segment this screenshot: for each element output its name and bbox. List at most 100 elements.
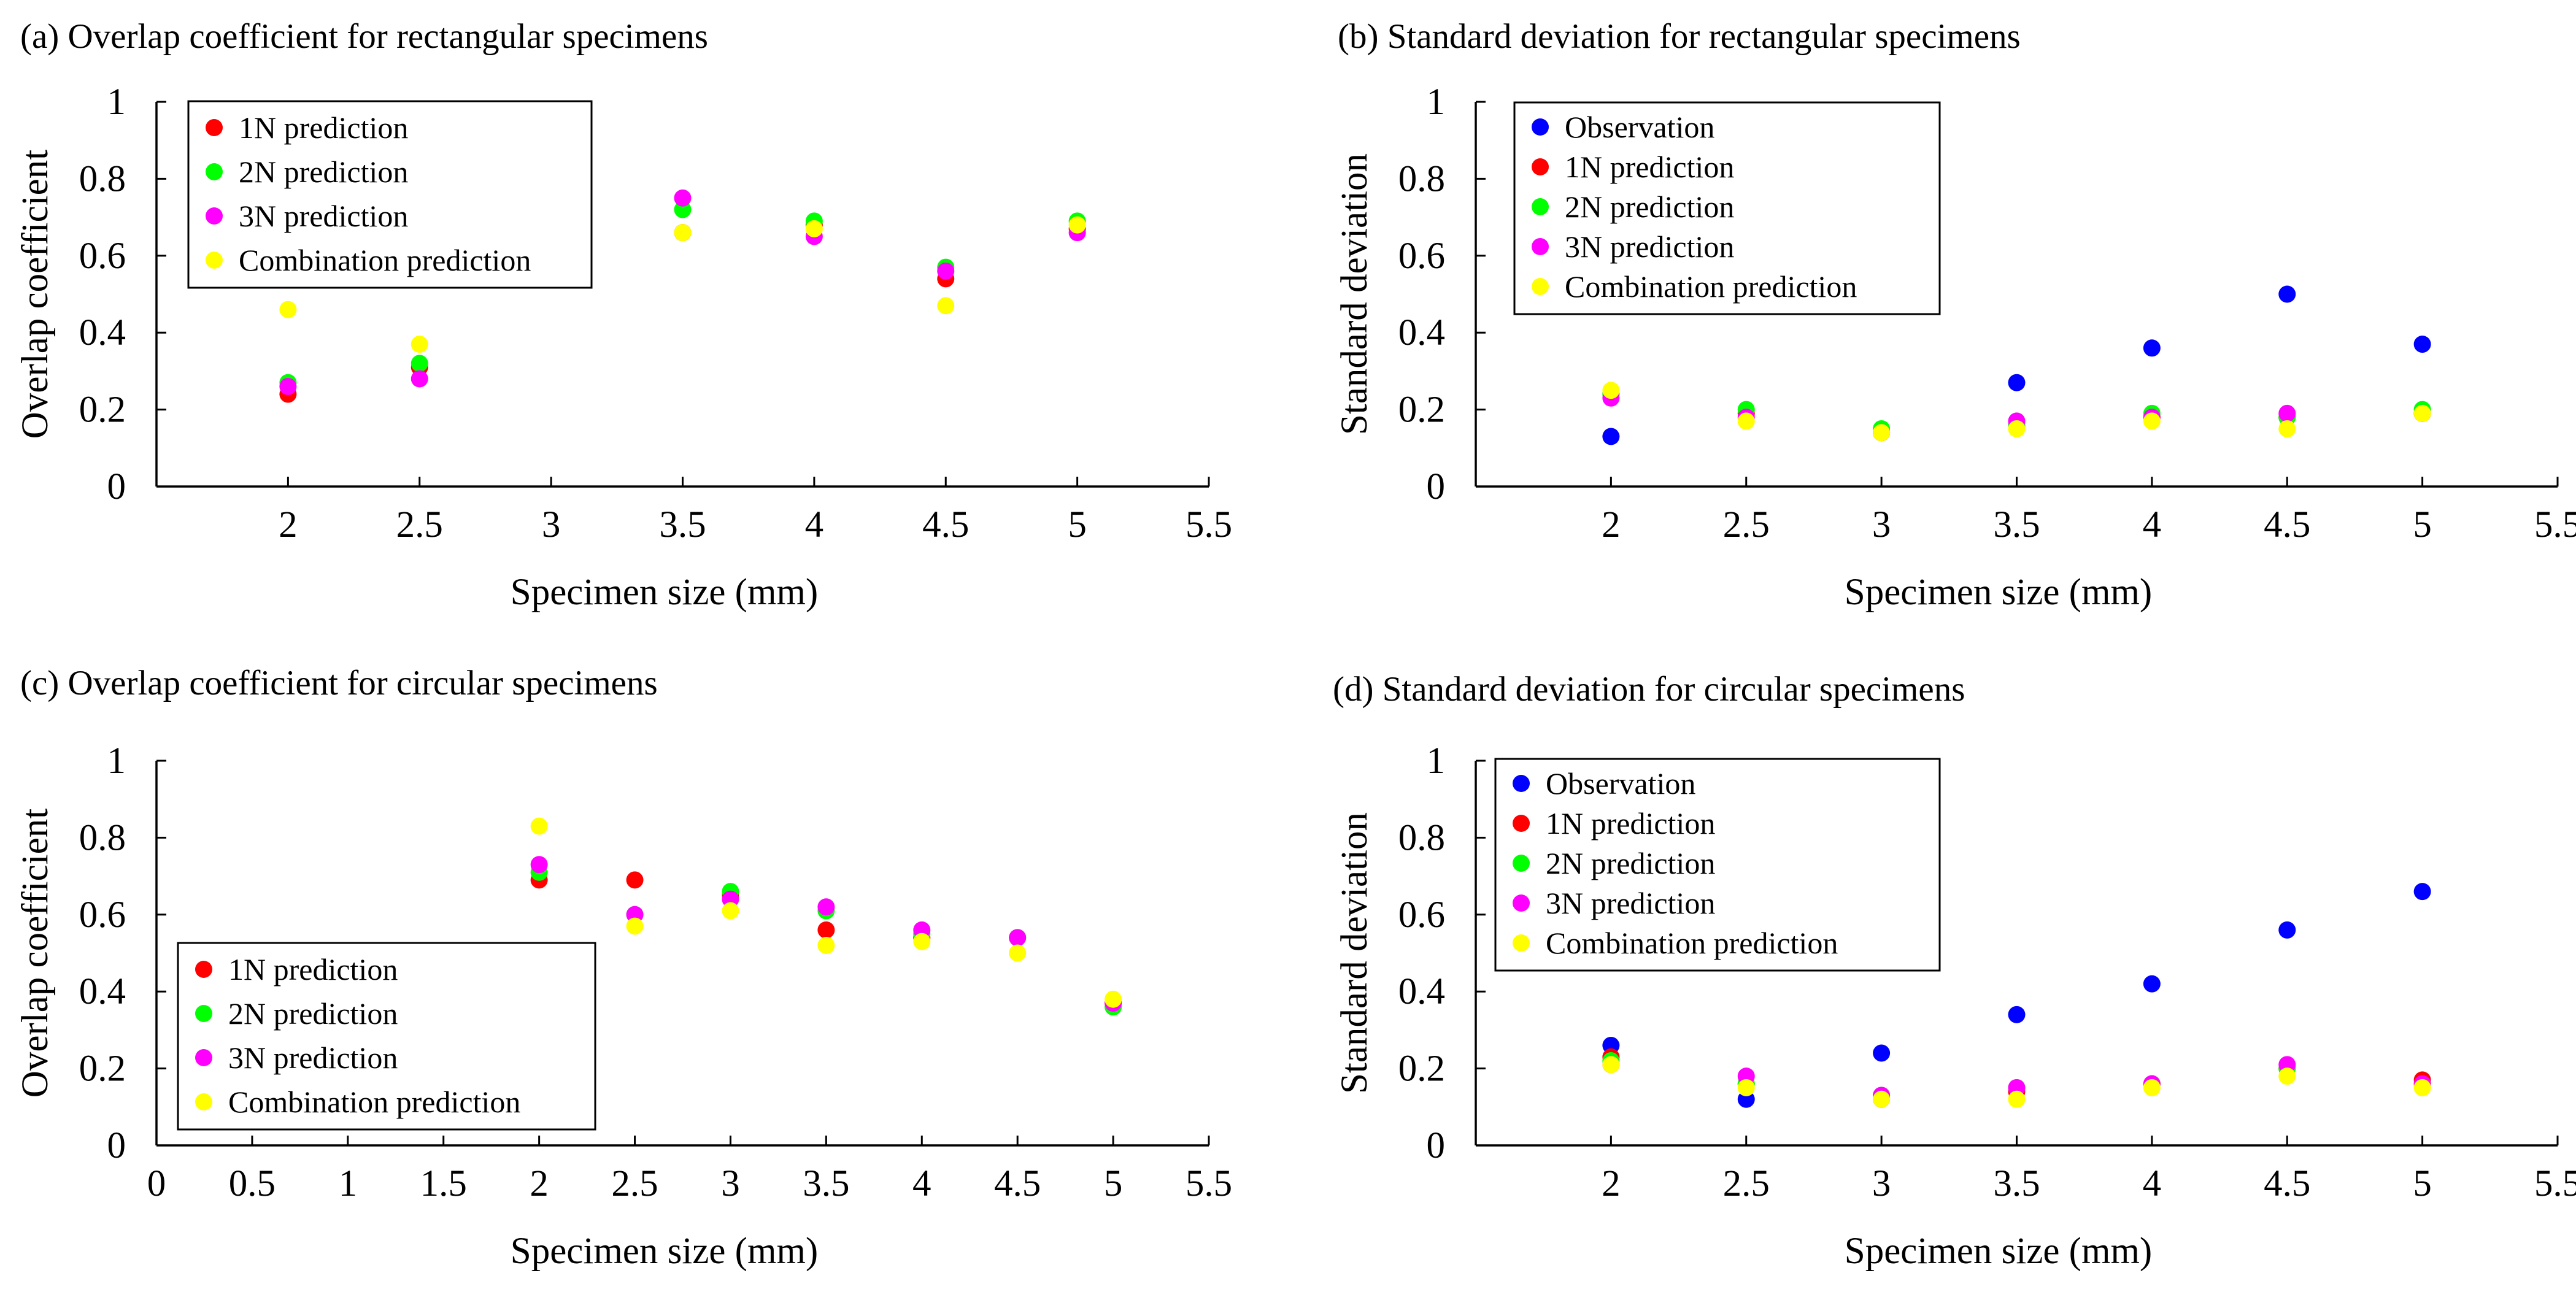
legend-marker <box>1513 934 1530 952</box>
x-tick-label: 5 <box>2413 1163 2432 1204</box>
chart-title: (b) Standard deviation for rectangular s… <box>1338 17 2021 56</box>
x-tick-label: 2 <box>1602 1163 1621 1204</box>
data-point <box>1873 424 1891 442</box>
data-point <box>1602 382 1620 399</box>
legend-box <box>177 942 596 1131</box>
y-tick-label: 0.4 <box>1398 971 1445 1012</box>
legend-marker <box>1532 278 1549 295</box>
y-axis-label: Overlap coefficient <box>15 150 56 439</box>
legend-marker <box>195 1093 212 1110</box>
data-point <box>2413 336 2431 353</box>
y-tick-label: 0.8 <box>1398 817 1445 858</box>
y-axis-label: Standard deviation <box>1334 153 1375 435</box>
x-axis-label: Specimen size (mm) <box>1845 572 2152 613</box>
legend-label: Combination prediction <box>1546 926 1838 960</box>
legend-box <box>187 100 593 289</box>
legend-marker <box>1513 775 1530 792</box>
x-axis-label: Specimen size (mm) <box>511 1231 818 1272</box>
y-tick-label: 0.2 <box>1398 390 1445 431</box>
chart-title: (d) Standard deviation for circular spec… <box>1333 670 1965 709</box>
x-tick-label: 3 <box>542 504 561 545</box>
x-tick-label: 0 <box>147 1163 166 1204</box>
y-tick-label: 0.2 <box>1398 1048 1445 1090</box>
data-point <box>1009 944 1027 962</box>
x-tick-label: 2.5 <box>611 1163 658 1204</box>
data-point <box>805 220 823 237</box>
chart-panel-c: (c) Overlap coefficient for circular spe… <box>15 664 1232 1272</box>
y-axis-label: Standard deviation <box>1334 812 1375 1094</box>
legend-label: 2N prediction <box>239 155 408 189</box>
data-point <box>2413 883 2431 901</box>
x-tick-label: 5.5 <box>1186 1163 1232 1204</box>
chart-panel-b: (b) Standard deviation for rectangular s… <box>1334 17 2576 613</box>
data-point <box>817 921 835 939</box>
legend-marker <box>206 252 223 269</box>
data-point <box>817 898 835 916</box>
legend-marker <box>195 961 212 978</box>
chart-panel-d: (d) Standard deviation for circular spec… <box>1333 670 2576 1272</box>
legend-label: 2N prediction <box>1546 846 1715 880</box>
legend-label: 1N prediction <box>1565 150 1734 184</box>
x-tick-label: 2 <box>279 504 298 545</box>
x-tick-label: 0.5 <box>229 1163 276 1204</box>
legend-marker <box>206 207 223 225</box>
x-tick-label: 3 <box>1872 504 1891 545</box>
data-point <box>626 871 644 889</box>
x-tick-label: 3 <box>721 1163 740 1204</box>
data-point <box>2278 404 2296 422</box>
data-point <box>411 336 428 353</box>
legend-label: 1N prediction <box>228 952 398 987</box>
y-tick-label: 0.6 <box>79 236 126 277</box>
legend-marker <box>195 1005 212 1022</box>
x-tick-label: 4.5 <box>2264 1163 2310 1204</box>
y-tick-label: 0.2 <box>79 1048 126 1090</box>
data-point <box>626 917 644 935</box>
legend-marker <box>195 1049 212 1066</box>
y-tick-label: 1 <box>1427 82 1446 123</box>
legend-label: Combination prediction <box>239 243 531 277</box>
chart-title: (c) Overlap coefficient for circular spe… <box>20 664 658 702</box>
chart-panel-a: (a) Overlap coefficient for rectangular … <box>15 17 1232 613</box>
legend-label: Observation <box>1565 110 1714 144</box>
legend-label: 3N prediction <box>239 199 408 233</box>
x-tick-label: 2 <box>530 1163 549 1204</box>
y-tick-label: 0.8 <box>79 158 126 199</box>
legend-marker <box>1513 855 1530 872</box>
data-point <box>2143 412 2161 430</box>
y-tick-label: 0.4 <box>79 312 126 353</box>
x-tick-label: 4 <box>2143 1163 2162 1204</box>
legend-marker <box>1513 894 1530 912</box>
legend-label: 3N prediction <box>1546 886 1715 920</box>
data-point <box>530 856 548 874</box>
x-tick-label: 2 <box>1602 504 1621 545</box>
data-point <box>1737 412 1755 430</box>
data-point <box>2413 404 2431 422</box>
legend-label: Combination prediction <box>228 1085 520 1119</box>
data-point <box>2278 285 2296 303</box>
y-tick-label: 0.4 <box>79 971 126 1012</box>
legend-box <box>1494 758 1941 972</box>
x-tick-label: 2.5 <box>1723 504 1770 545</box>
data-point <box>2008 374 2026 391</box>
data-point <box>674 189 692 207</box>
legend-marker <box>206 119 223 136</box>
data-point <box>937 297 955 315</box>
y-tick-label: 0 <box>107 1125 126 1166</box>
data-point <box>1602 428 1620 445</box>
data-point <box>2143 975 2161 993</box>
legend-marker <box>1513 815 1530 832</box>
x-tick-label: 2.5 <box>1723 1163 1770 1204</box>
data-point <box>1105 990 1122 1008</box>
x-tick-label: 5.5 <box>1186 504 1232 545</box>
data-point <box>1602 1056 1620 1074</box>
x-axis-label: Specimen size (mm) <box>1845 1231 2152 1272</box>
x-tick-label: 5 <box>2413 504 2432 545</box>
x-tick-label: 3 <box>1872 1163 1891 1204</box>
data-point <box>2008 1006 2026 1023</box>
y-tick-label: 1 <box>107 82 126 123</box>
legend-marker <box>1532 198 1549 215</box>
data-point <box>1009 929 1027 947</box>
legend-marker <box>1532 158 1549 175</box>
x-tick-label: 5.5 <box>2534 1163 2576 1204</box>
